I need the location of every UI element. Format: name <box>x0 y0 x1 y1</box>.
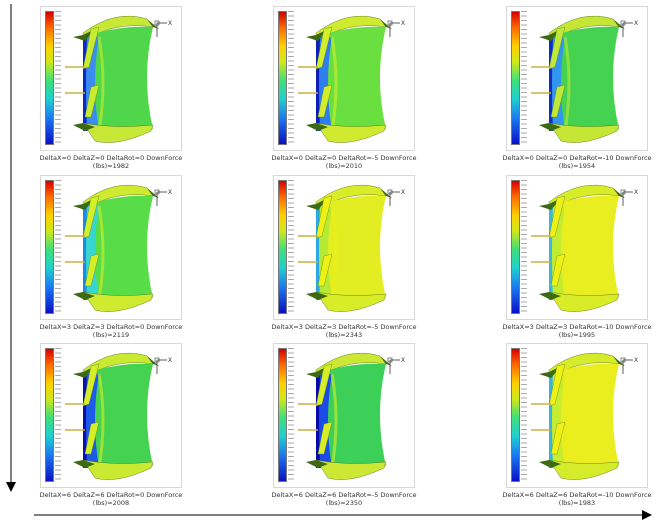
panel-caption-line2: (lbs)=1954 <box>558 162 596 170</box>
wing-contour-plot <box>65 15 159 143</box>
panel-caption-line2: (lbs)=2119 <box>92 331 130 339</box>
axis-triad-icon: X <box>620 189 638 206</box>
simulation-panel: X <box>40 6 182 151</box>
panel-caption-line1: DeltaX=3 DeltaZ=3 DeltaRot=0 DownForce <box>39 323 183 331</box>
wing-contour-plot <box>298 184 392 312</box>
axis-triad-icon: X <box>154 189 172 206</box>
color-scale-ticks <box>55 348 61 482</box>
axis-x-label: X <box>168 189 172 196</box>
color-scale-bar <box>45 180 54 314</box>
simulation-panel: X <box>40 175 182 320</box>
vertical-arrow <box>6 4 16 492</box>
color-scale-bar <box>511 11 520 145</box>
color-scale-bar <box>511 180 520 314</box>
color-scale-bar <box>278 180 287 314</box>
color-scale-ticks <box>55 11 61 145</box>
color-scale-bar <box>45 11 54 145</box>
panel-caption-line2: (lbs)=1995 <box>558 331 596 339</box>
wing-contour-plot <box>65 352 159 480</box>
panel-caption-line1: DeltaX=0 DeltaZ=0 DeltaRot=-10 DownForce <box>502 154 652 162</box>
axis-x-label: X <box>401 189 405 196</box>
panel-caption-line1: DeltaX=6 DeltaZ=6 DeltaRot=-10 DownForce <box>502 491 652 499</box>
axis-triad-icon: X <box>387 357 405 374</box>
wing-contour-plot <box>298 352 392 480</box>
simulation-panel: X <box>273 175 415 320</box>
horizontal-arrow <box>34 510 652 520</box>
color-scale-bar <box>511 348 520 482</box>
panel-caption-line2: (lbs)=2010 <box>325 162 363 170</box>
axis-x-label: X <box>168 20 172 27</box>
color-scale-ticks <box>288 348 294 482</box>
axis-x-label: X <box>634 20 638 27</box>
color-scale-ticks <box>288 180 294 314</box>
panel-caption-line1: DeltaX=3 DeltaZ=3 DeltaRot=-10 DownForce <box>502 323 652 331</box>
axis-x-label: X <box>401 357 405 364</box>
panel-caption-line2: (lbs)=2350 <box>325 499 363 507</box>
axis-x-label: X <box>634 357 638 364</box>
panel-caption-line2: (lbs)=2343 <box>325 331 363 339</box>
axis-triad-icon: X <box>387 189 405 206</box>
simulation-panel: X <box>273 343 415 488</box>
color-scale-ticks <box>521 180 527 314</box>
panel-caption-line1: DeltaX=6 DeltaZ=6 DeltaRot=0 DownForce <box>39 491 183 499</box>
color-scale-ticks <box>55 180 61 314</box>
color-scale-ticks <box>521 348 527 482</box>
axis-triad-icon: X <box>620 357 638 374</box>
simulation-panel: X <box>506 6 648 151</box>
axis-triad-icon: X <box>154 20 172 37</box>
panel-caption-line2: (lbs)=2008 <box>92 499 130 507</box>
color-scale-ticks <box>288 11 294 145</box>
panel-caption-line1: DeltaX=6 DeltaZ=6 DeltaRot=-5 DownForce <box>271 491 417 499</box>
wing-contour-plot <box>531 184 625 312</box>
simulation-panel: X <box>506 343 648 488</box>
axis-triad-icon: X <box>387 20 405 37</box>
axis-triad-icon: X <box>620 20 638 37</box>
panel-caption-line2: (lbs)=1982 <box>92 162 130 170</box>
panel-caption-line2: (lbs)=1983 <box>558 499 596 507</box>
axis-triad-icon: X <box>154 357 172 374</box>
wing-contour-plot <box>298 15 392 143</box>
color-scale-bar <box>278 348 287 482</box>
panel-caption-line1: DeltaX=3 DeltaZ=3 DeltaRot=-5 DownForce <box>271 323 417 331</box>
axis-x-label: X <box>401 20 405 27</box>
wing-contour-plot <box>531 15 625 143</box>
simulation-panel: X <box>506 175 648 320</box>
wing-contour-plot <box>531 352 625 480</box>
panel-caption-line1: DeltaX=0 DeltaZ=0 DeltaRot=0 DownForce <box>39 154 183 162</box>
simulation-panel: X <box>273 6 415 151</box>
simulation-panel: X <box>40 343 182 488</box>
wing-contour-plot <box>65 184 159 312</box>
color-scale-ticks <box>521 11 527 145</box>
color-scale-bar <box>45 348 54 482</box>
axis-x-label: X <box>634 189 638 196</box>
color-scale-bar <box>278 11 287 145</box>
panel-caption-line1: DeltaX=0 DeltaZ=0 DeltaRot=-5 DownForce <box>271 154 417 162</box>
axis-x-label: X <box>168 357 172 364</box>
